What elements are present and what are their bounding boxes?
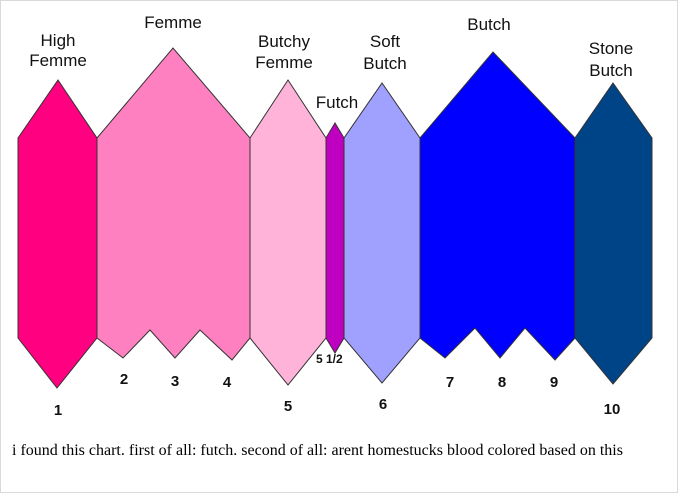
number-10: 10	[604, 401, 621, 418]
shape-femme	[96, 47, 251, 361]
label-futch: Futch	[316, 93, 359, 112]
post-caption: i found this chart. first of all: futch.…	[12, 442, 623, 459]
label-soft-butch-line2: Butch	[363, 54, 406, 73]
shape-butchy-femme	[249, 79, 327, 386]
number-5: 5	[284, 398, 292, 415]
label-stone-butch-line1: Stone	[589, 39, 633, 58]
label-high-femme-line2: Femme	[29, 51, 87, 70]
number-1: 1	[54, 402, 62, 419]
number-8: 8	[498, 374, 506, 391]
label-butchy-femme-line2: Femme	[255, 53, 313, 72]
number-7: 7	[446, 374, 454, 391]
label-stone-butch-line2: Butch	[589, 61, 632, 80]
shape-futch	[325, 122, 345, 354]
label-butch: Butch	[467, 15, 510, 34]
label-high-femme-line1: High	[41, 31, 76, 50]
number-6: 6	[379, 396, 387, 413]
label-soft-butch-line1: Soft	[370, 32, 401, 51]
butch-femme-chart: High Femme Femme Butchy Femme Futch Soft…	[17, 13, 653, 419]
number-3: 3	[171, 373, 179, 390]
number-4: 4	[223, 374, 232, 391]
shape-butch	[419, 51, 576, 361]
label-butchy-femme-line1: Butchy	[258, 32, 310, 51]
number-2: 2	[120, 371, 128, 388]
number-5-half: 5 1/2	[316, 352, 343, 366]
number-9: 9	[550, 374, 558, 391]
shape-high-femme	[17, 79, 98, 389]
shape-soft-butch	[343, 82, 421, 384]
label-femme: Femme	[144, 13, 202, 32]
shape-stone-butch	[574, 82, 653, 385]
